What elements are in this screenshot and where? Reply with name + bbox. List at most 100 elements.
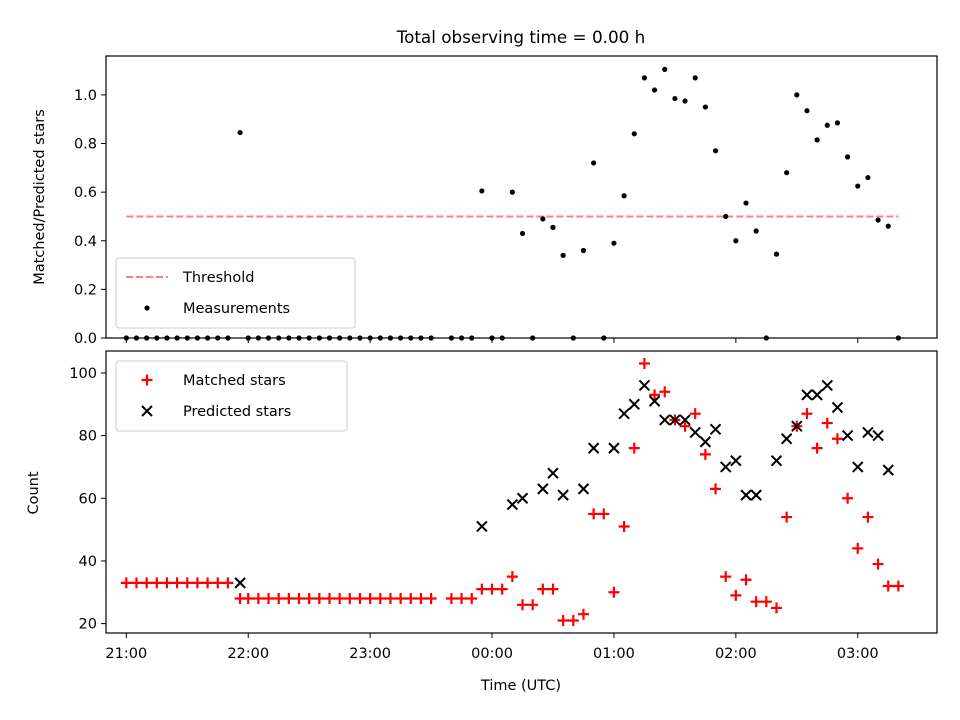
- matched-star-point: [161, 577, 173, 589]
- legend-label: Matched stars: [183, 373, 286, 389]
- legend-predicted-swatch: [141, 405, 153, 417]
- matched-star-point: [699, 448, 711, 460]
- measurement-point: [428, 335, 434, 341]
- chart-title: Total observing time = 0.00 h: [396, 27, 646, 47]
- x-axis-label: Time (UTC): [480, 678, 561, 694]
- y-tick-label: 0.6: [74, 185, 97, 201]
- measurement-point: [865, 174, 871, 181]
- matched-star-point: [527, 599, 539, 611]
- matched-star-point: [486, 583, 498, 595]
- top-plot-area: [123, 66, 901, 341]
- measurement-point: [611, 240, 617, 246]
- predicted-star-point: [516, 492, 529, 504]
- y-tick-label: 60: [79, 491, 97, 507]
- measurement-point: [387, 335, 394, 341]
- matched-star-point: [638, 358, 650, 370]
- measurement-point: [591, 160, 597, 166]
- matched-star-point: [577, 608, 589, 620]
- predicted-star-point: [750, 489, 762, 501]
- measurement-point: [144, 335, 150, 341]
- predicted-star-point: [476, 520, 488, 533]
- measurement-point: [215, 335, 221, 341]
- x-tick-label: 01:00: [593, 646, 635, 662]
- predicted-star-point: [780, 433, 793, 445]
- measurement-point: [712, 148, 719, 154]
- matched-star-point: [334, 593, 346, 605]
- measurement-point: [845, 154, 851, 160]
- legend-label: Measurements: [183, 301, 290, 317]
- predicted-star-point: [659, 414, 671, 426]
- predicted-star-point: [537, 483, 549, 495]
- measurement-point: [174, 335, 180, 341]
- measurement-point: [509, 189, 515, 195]
- matched-star-point: [242, 593, 254, 605]
- matched-star-point: [537, 583, 549, 595]
- matched-star-point: [405, 593, 417, 605]
- measurement-point: [326, 335, 333, 341]
- x-tick-label: 22:00: [227, 646, 269, 662]
- y-tick-label: 0.2: [74, 282, 97, 298]
- predicted-star-point: [841, 429, 854, 442]
- measurement-point: [530, 335, 536, 341]
- measurement-point: [469, 335, 475, 341]
- matched-star-point: [374, 593, 386, 605]
- matched-star-point: [496, 583, 508, 595]
- matched-star-point: [689, 408, 701, 420]
- matched-star-point: [181, 577, 193, 589]
- measurement-point: [265, 335, 272, 341]
- measurement-point: [702, 104, 708, 110]
- predicted-star-point: [770, 454, 783, 467]
- matched-star-point: [476, 583, 488, 595]
- measurement-point: [255, 335, 261, 341]
- predicted-star-point: [628, 398, 640, 410]
- matched-star-point: [882, 580, 894, 592]
- bottom-x-axis: 21:00 22:00 23:00 00:00 01:00 02:00 03:00: [105, 633, 879, 662]
- matched-star-point: [252, 593, 264, 605]
- measurement-point: [164, 335, 170, 341]
- predicted-star-point: [618, 407, 630, 420]
- matched-star-point: [801, 408, 813, 420]
- measurement-point: [651, 87, 658, 93]
- measurement-point: [154, 335, 160, 341]
- matched-star-point: [892, 580, 904, 592]
- measurement-point: [347, 335, 353, 341]
- measurement-point: [448, 335, 455, 341]
- measurement-point: [194, 335, 201, 341]
- matched-star-point: [588, 508, 600, 520]
- matched-star-point: [395, 593, 407, 605]
- matched-star-point: [293, 593, 305, 605]
- y-tick-label: 100: [69, 366, 97, 382]
- measurement-point: [682, 98, 688, 104]
- matched-star-point: [557, 614, 569, 626]
- matched-star-point: [130, 577, 142, 589]
- measurement-point: [580, 247, 587, 254]
- x-tick-label: 00:00: [471, 646, 513, 662]
- measurement-point: [794, 92, 800, 98]
- legend-box: [115, 360, 348, 432]
- matched-star-point: [659, 386, 671, 398]
- predicted-star-point: [638, 379, 651, 392]
- predicted-star-point: [862, 426, 874, 439]
- measurement-point: [662, 66, 668, 72]
- predicted-star-point: [831, 401, 844, 414]
- matched-star-point: [720, 571, 732, 583]
- bottom-panel: 20 40 60 80 100 21:00 22:00 23:00 00:00 01:00 02:…: [26, 350, 938, 694]
- matched-star-point: [831, 433, 843, 445]
- legend-label: Predicted stars: [183, 404, 291, 420]
- matched-star-point: [445, 593, 457, 605]
- measurement-point: [641, 75, 648, 81]
- bottom-y-axis-label: Count: [26, 471, 42, 514]
- matched-star-point: [171, 577, 183, 589]
- predicted-star-point: [577, 483, 590, 495]
- predicted-star-point: [709, 423, 722, 436]
- matched-star-point: [760, 596, 772, 608]
- measurement-point: [601, 335, 607, 341]
- top-y-axis-label: Matched/Predicted stars: [32, 109, 48, 285]
- y-tick-label: 20: [79, 617, 97, 633]
- matched-star-point: [770, 602, 782, 614]
- matched-star-point: [456, 593, 468, 605]
- measurement-point: [276, 335, 282, 341]
- x-tick-label: 03:00: [837, 646, 879, 662]
- top-y-axis: 0.0 0.2 0.4 0.6 0.8 1.0: [74, 88, 106, 347]
- measurement-point: [540, 216, 546, 222]
